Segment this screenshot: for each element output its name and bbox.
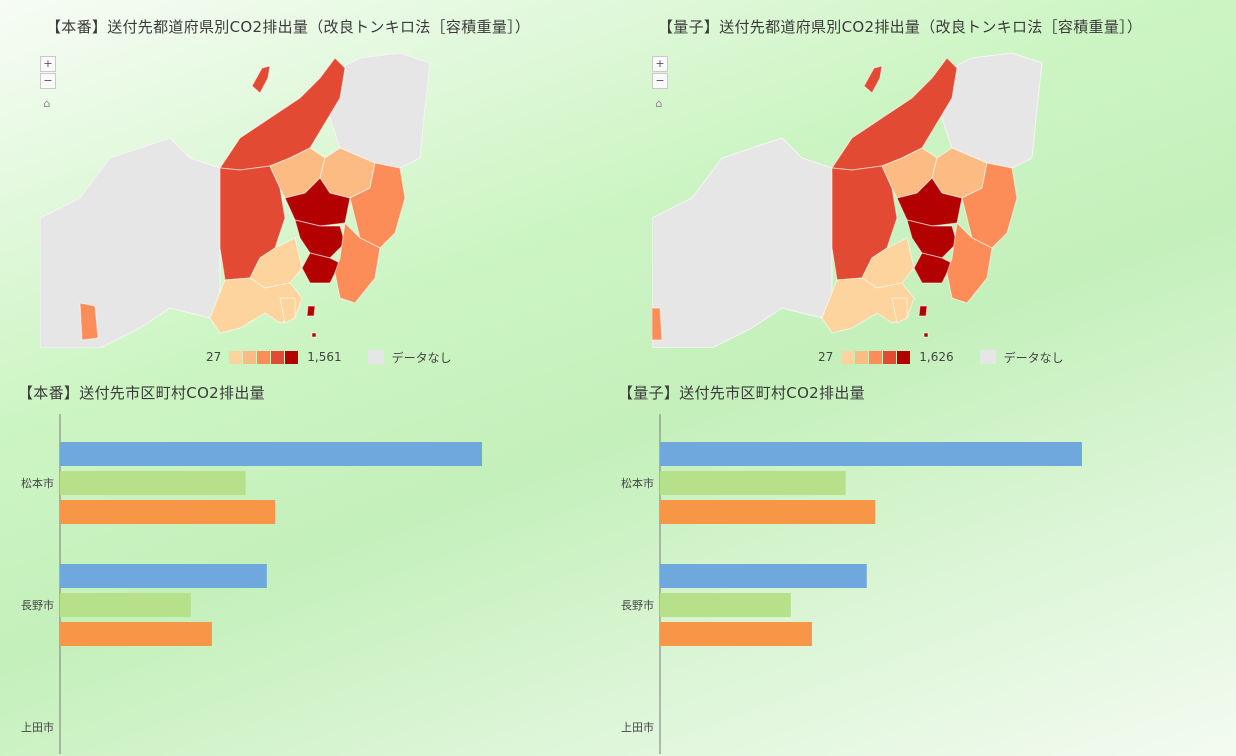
legend-swatch-1	[841, 350, 855, 364]
region-izu[interactable]	[279, 297, 296, 324]
legend-swatch-5	[285, 350, 299, 364]
region-shizuoka[interactable]	[209, 277, 303, 334]
map-panel-ryoshi: 【量子】送付先都道府県別CO2排出量（改良トンキロ法［容積重量］） + − ⌂ …	[652, 8, 1236, 378]
bar[interactable]	[660, 442, 1082, 466]
map-panel-honban: 【本番】送付先都道府県別CO2排出量（改良トンキロ法［容積重量］） + − ⌂ …	[40, 8, 640, 378]
zoom-controls: + − ⌂	[652, 56, 670, 111]
legend-min: 27	[818, 350, 834, 364]
region-kanagawa[interactable]	[913, 252, 953, 284]
choropleth-map[interactable]	[652, 48, 1072, 348]
region-nodata-tohoku[interactable]	[319, 52, 431, 169]
legend-swatch-4	[883, 350, 897, 364]
region-izu[interactable]	[891, 297, 908, 324]
region-nodata-west[interactable]	[652, 137, 833, 348]
zoom-out-button[interactable]: −	[652, 73, 668, 89]
bar-panel-honban: 【本番】送付先市区町村CO2排出量 松本市長野市上田市	[12, 378, 622, 754]
legend-max: 1,561	[307, 350, 342, 364]
legend-min: 27	[206, 350, 222, 364]
bar[interactable]	[60, 471, 246, 495]
region-chiba[interactable]	[334, 221, 381, 304]
category-label: 長野市	[621, 598, 654, 612]
region-nodata-tohoku[interactable]	[931, 52, 1043, 169]
legend-nodata-label: データなし	[1003, 350, 1064, 365]
region-izu-isle[interactable]	[918, 305, 928, 317]
legend-max: 1,626	[919, 350, 954, 364]
map-legend: 27 1,561 データなし	[206, 348, 452, 366]
bar[interactable]	[60, 622, 212, 646]
region-small-isle[interactable]	[923, 332, 929, 338]
region-aichi-edge[interactable]	[79, 302, 99, 341]
bar[interactable]	[660, 622, 812, 646]
region-niigata[interactable]	[219, 57, 346, 171]
bar[interactable]	[60, 593, 191, 617]
zoom-controls: + − ⌂	[40, 56, 58, 111]
home-icon[interactable]: ⌂	[655, 97, 663, 110]
region-kanagawa[interactable]	[301, 252, 341, 284]
legend-swatch-2	[855, 350, 869, 364]
bar-chart-title: 【本番】送付先市区町村CO2排出量	[18, 384, 265, 402]
legend-swatch-2	[243, 350, 257, 364]
region-nodata-west[interactable]	[40, 137, 221, 348]
region-shizuoka[interactable]	[821, 277, 915, 334]
region-small-isle[interactable]	[311, 332, 317, 338]
map-legend: 27 1,626 データなし	[818, 348, 1064, 366]
legend-nodata-swatch	[367, 350, 384, 364]
region-sado[interactable]	[251, 65, 271, 94]
bar[interactable]	[60, 442, 482, 466]
bar[interactable]	[60, 564, 267, 588]
bar-panel-ryoshi: 【量子】送付先市区町村CO2排出量 松本市長野市上田市	[612, 378, 1222, 754]
category-label: 長野市	[21, 598, 54, 612]
region-sado[interactable]	[863, 65, 883, 94]
bar[interactable]	[660, 500, 876, 524]
region-tokyo[interactable]	[294, 219, 346, 259]
zoom-in-button[interactable]: +	[652, 56, 668, 72]
legend-swatch-3	[869, 350, 883, 364]
legend-swatch-1	[229, 350, 243, 364]
category-label: 上田市	[21, 720, 54, 734]
region-tokyo[interactable]	[906, 219, 958, 259]
choropleth-map[interactable]	[40, 48, 460, 348]
legend-swatch-4	[271, 350, 285, 364]
zoom-in-button[interactable]: +	[40, 56, 56, 72]
bar[interactable]	[660, 471, 846, 495]
bar[interactable]	[660, 564, 867, 588]
bar[interactable]	[60, 500, 276, 524]
legend-nodata-label: データなし	[391, 350, 452, 365]
legend-swatch-3	[257, 350, 271, 364]
bar-chart-title: 【量子】送付先市区町村CO2排出量	[618, 384, 865, 402]
region-izu-isle[interactable]	[306, 305, 316, 317]
region-aichi-edge[interactable]	[652, 307, 663, 341]
category-label: 上田市	[621, 720, 654, 734]
region-chiba[interactable]	[946, 221, 993, 304]
category-label: 松本市	[621, 476, 654, 490]
category-label: 松本市	[21, 476, 54, 490]
bar[interactable]	[660, 593, 791, 617]
legend-swatch-5	[897, 350, 911, 364]
region-niigata[interactable]	[831, 57, 958, 171]
map-title: 【本番】送付先都道府県別CO2排出量（改良トンキロ法［容積重量］）	[46, 18, 531, 36]
map-title: 【量子】送付先都道府県別CO2排出量（改良トンキロ法［容積重量］）	[658, 18, 1143, 36]
legend-nodata-swatch	[979, 350, 996, 364]
home-icon[interactable]: ⌂	[43, 97, 51, 110]
zoom-out-button[interactable]: −	[40, 73, 56, 89]
